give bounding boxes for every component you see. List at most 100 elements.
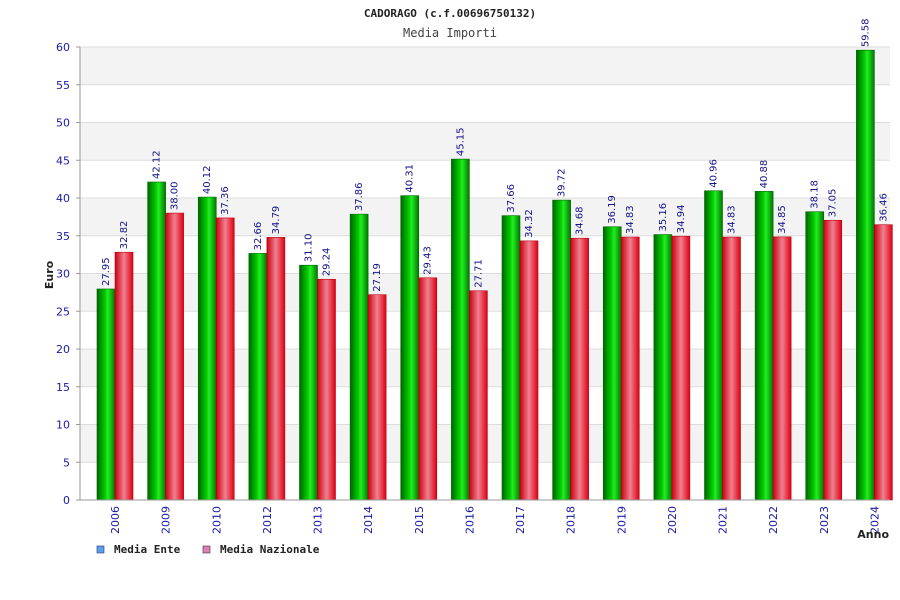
y-tick-label: 5 bbox=[63, 456, 70, 469]
bar-media-nazionale-2015 bbox=[418, 277, 438, 501]
data-label-media-nazionale-2015: 29.43 bbox=[423, 246, 434, 275]
legend-swatch-media-ente bbox=[96, 545, 105, 554]
bar-media-ente-2022 bbox=[754, 191, 774, 501]
y-tick-label: 10 bbox=[56, 419, 70, 432]
x-tick-label: 2013 bbox=[312, 506, 325, 534]
data-label-media-nazionale-2023: 37.05 bbox=[828, 189, 839, 218]
data-label-media-nazionale-2024: 36.46 bbox=[878, 193, 889, 222]
y-tick-label: 0 bbox=[63, 494, 70, 507]
chart-subtitle: Media Importi bbox=[403, 26, 497, 40]
legend-label-media-ente: Media Ente bbox=[114, 543, 181, 556]
data-label-media-nazionale-2019: 34.83 bbox=[625, 205, 636, 234]
bar-media-ente-2020 bbox=[653, 234, 673, 501]
bar-media-ente-2013 bbox=[299, 264, 318, 501]
x-tick-label: 2014 bbox=[362, 506, 375, 534]
data-label-media-ente-2009: 42.12 bbox=[152, 150, 163, 179]
x-tick-label: 2023 bbox=[818, 506, 831, 534]
y-tick-label: 55 bbox=[56, 79, 70, 92]
data-label-media-nazionale-2022: 34.85 bbox=[777, 205, 788, 234]
plot-band bbox=[80, 47, 890, 85]
y-tick-label: 15 bbox=[56, 381, 70, 394]
bar-media-ente-2010 bbox=[197, 196, 217, 501]
y-tick-label: 35 bbox=[56, 230, 70, 243]
bar-media-nazionale-2023 bbox=[823, 219, 843, 501]
data-label-media-ente-2024: 59.58 bbox=[860, 19, 871, 48]
data-label-media-ente-2022: 40.88 bbox=[759, 160, 770, 189]
data-label-media-ente-2013: 31.10 bbox=[304, 234, 315, 263]
plot-band bbox=[80, 84, 890, 123]
bar-media-ente-2024 bbox=[856, 49, 875, 501]
plot-band bbox=[80, 122, 890, 161]
bar-media-nazionale-2014 bbox=[367, 294, 387, 501]
bar-media-ente-2021 bbox=[704, 190, 723, 501]
y-tick-label: 60 bbox=[56, 41, 70, 54]
bar-media-nazionale-2006 bbox=[114, 251, 134, 501]
legend-label-media-nazionale: Media Nazionale bbox=[220, 543, 320, 556]
bar-media-ente-2006 bbox=[96, 288, 116, 501]
data-label-media-nazionale-2014: 27.19 bbox=[372, 263, 383, 292]
bar-media-nazionale-2010 bbox=[215, 217, 235, 501]
data-label-media-ente-2012: 32.66 bbox=[253, 222, 264, 251]
x-tick-label: 2022 bbox=[767, 506, 780, 534]
data-label-media-nazionale-2016: 27.71 bbox=[473, 259, 484, 288]
bar-media-nazionale-2009 bbox=[165, 212, 184, 501]
y-tick-label: 30 bbox=[56, 268, 70, 281]
x-tick-label: 2010 bbox=[210, 506, 223, 534]
y-axis-label: Euro bbox=[43, 260, 56, 289]
x-axis-ticks: 2006 2009 2010 2012 2013 2014 2015 2016 2017 2018… bbox=[109, 506, 881, 534]
bar-media-nazionale-2018 bbox=[570, 237, 589, 501]
bar-media-ente-2023 bbox=[805, 211, 825, 501]
data-label-media-ente-2020: 35.16 bbox=[658, 203, 669, 232]
bar-media-ente-2014 bbox=[349, 213, 369, 501]
data-label-media-ente-2014: 37.86 bbox=[354, 183, 365, 212]
data-label-media-nazionale-2009: 38.00 bbox=[170, 181, 181, 210]
x-tick-label: 2021 bbox=[717, 506, 730, 534]
x-axis-label: Anno bbox=[857, 528, 889, 541]
bar-media-ente-2018 bbox=[552, 199, 571, 501]
x-tick-label: 2012 bbox=[261, 506, 274, 534]
x-tick-label: 2017 bbox=[514, 506, 527, 534]
x-tick-label: 2015 bbox=[413, 506, 426, 534]
bar-media-nazionale-2012 bbox=[266, 237, 286, 501]
x-tick-label: 2016 bbox=[463, 506, 476, 534]
data-label-media-ente-2010: 40.12 bbox=[202, 165, 213, 194]
x-tick-label: 2019 bbox=[615, 506, 628, 534]
x-tick-label: 2006 bbox=[109, 506, 122, 534]
data-label-media-ente-2016: 45.15 bbox=[455, 127, 466, 156]
bar-media-ente-2016 bbox=[451, 158, 470, 501]
x-tick-label: 2009 bbox=[160, 506, 173, 534]
data-label-media-ente-2006: 27.95 bbox=[101, 257, 112, 286]
bar-media-nazionale-2020 bbox=[671, 235, 691, 501]
data-label-media-ente-2023: 38.18 bbox=[810, 180, 821, 209]
chart-title: CADORAGO (c.f.00696750132) bbox=[364, 7, 536, 20]
y-tick-label: 45 bbox=[56, 154, 70, 167]
bars bbox=[96, 49, 893, 501]
legend-item-media-ente: Media Ente bbox=[96, 543, 181, 556]
y-tick-label: 40 bbox=[56, 192, 70, 205]
bar-media-ente-2015 bbox=[400, 195, 420, 501]
data-label-media-nazionale-2006: 32.82 bbox=[119, 221, 130, 250]
data-label-media-nazionale-2021: 34.83 bbox=[727, 205, 738, 234]
legend-swatch-media-nazionale bbox=[202, 545, 211, 554]
data-label-media-ente-2015: 40.31 bbox=[405, 164, 416, 193]
y-axis-ticks: 0 5 10 15 20 25 30 35 40 45 50 55 60 bbox=[56, 41, 80, 507]
data-label-media-ente-2017: 37.66 bbox=[506, 184, 517, 213]
bar-media-nazionale-2021 bbox=[722, 236, 741, 501]
bar-media-nazionale-2016 bbox=[469, 290, 488, 501]
legend: Media Ente Media Nazionale bbox=[96, 543, 320, 556]
data-label-media-nazionale-2017: 34.32 bbox=[524, 209, 535, 238]
bar-media-ente-2009 bbox=[147, 181, 166, 501]
data-label-media-ente-2018: 39.72 bbox=[557, 168, 568, 197]
legend-item-media-nazionale: Media Nazionale bbox=[202, 543, 320, 556]
bar-media-nazionale-2022 bbox=[772, 236, 792, 501]
bar-media-ente-2012 bbox=[248, 253, 268, 501]
bar-media-nazionale-2013 bbox=[317, 278, 336, 501]
bar-media-ente-2019 bbox=[602, 226, 622, 501]
data-label-media-nazionale-2012: 34.79 bbox=[271, 206, 282, 235]
data-label-media-ente-2021: 40.96 bbox=[709, 159, 720, 188]
data-label-media-ente-2019: 36.19 bbox=[607, 195, 618, 224]
x-tick-label: 2020 bbox=[666, 506, 679, 534]
y-tick-label: 20 bbox=[56, 343, 70, 356]
x-tick-label: 2018 bbox=[565, 506, 578, 534]
